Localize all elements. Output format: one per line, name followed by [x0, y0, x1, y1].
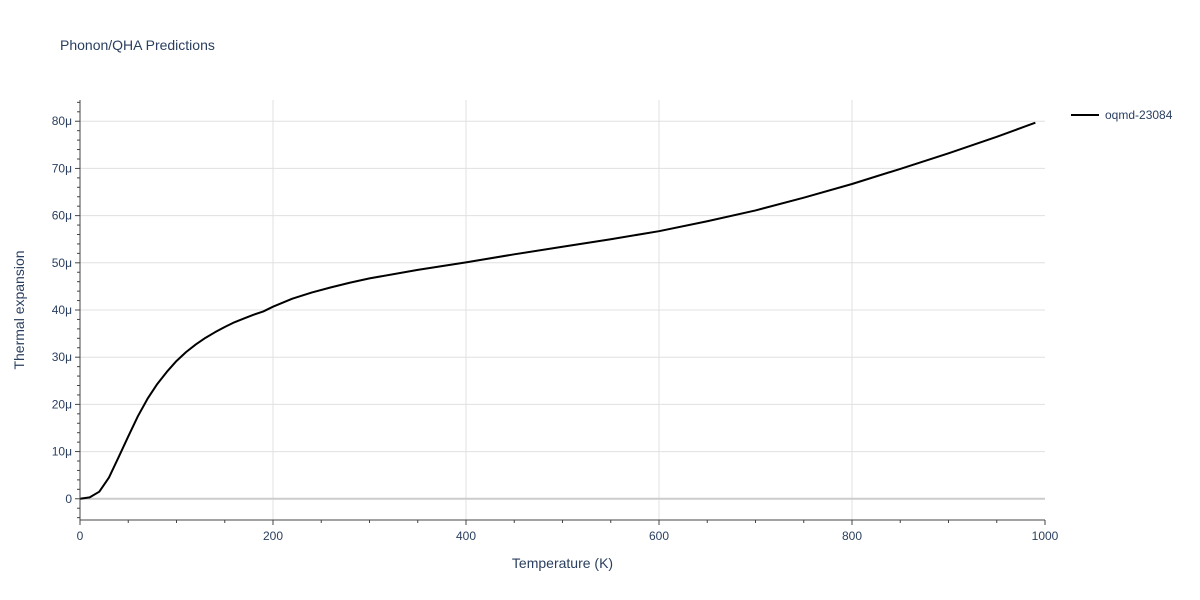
x-tick-label: 600	[649, 529, 669, 543]
axes: 0 200 400 600 800 1000 0 10μ 20μ 30μ 40μ 50μ 60μ 70μ 8…	[52, 100, 1059, 543]
grid	[80, 100, 1045, 520]
y-tick-label: 30μ	[52, 350, 72, 364]
series-layer	[79, 121, 1036, 500]
y-tick-label: 50μ	[52, 256, 72, 270]
legend[interactable]: oqmd-23084	[1071, 108, 1173, 122]
y-tick-label: 80μ	[52, 114, 72, 128]
x-tick-label: 800	[842, 529, 862, 543]
y-tick-label: 10μ	[52, 445, 72, 459]
x-tick-label: 200	[263, 529, 283, 543]
y-tick-label: 20μ	[52, 397, 72, 411]
x-tick-label: 0	[77, 529, 84, 543]
x-tick-label: 1000	[1032, 529, 1059, 543]
chart-title: Phonon/QHA Predictions	[60, 37, 215, 53]
y-tick-label: 0	[65, 492, 72, 506]
y-tick-label: 70μ	[52, 161, 72, 175]
y-tick-label: 60μ	[52, 209, 72, 223]
x-axis-title: Temperature (K)	[512, 555, 613, 571]
x-tick-label: 400	[456, 529, 476, 543]
series-line	[79, 121, 1036, 500]
legend-label[interactable]: oqmd-23084	[1105, 108, 1173, 122]
y-tick-label: 40μ	[52, 303, 72, 317]
y-axis-title: Thermal expansion	[11, 250, 27, 369]
